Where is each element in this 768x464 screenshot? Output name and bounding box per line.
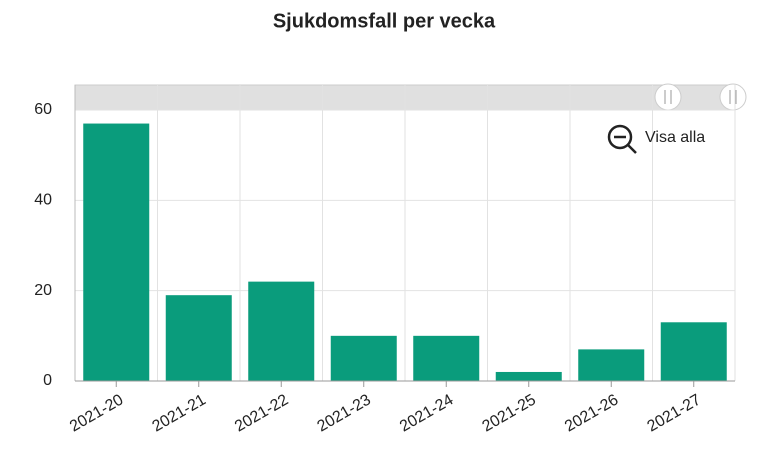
- reset-zoom-button[interactable]: Visa alla: [607, 124, 705, 154]
- bar: [413, 335, 480, 381]
- zoom-icon: [607, 124, 633, 150]
- handle-grip: [729, 90, 737, 104]
- handle-grip: [664, 90, 672, 104]
- x-tick-label: 2021-23: [315, 391, 374, 435]
- bar: [165, 295, 232, 381]
- x-tick-label: 2021-20: [67, 391, 126, 435]
- bar: [660, 322, 727, 381]
- scroll-handle[interactable]: [654, 83, 682, 111]
- zoom-icon: [614, 135, 637, 154]
- x-tick-label: 2021-27: [645, 391, 704, 435]
- x-tick-label: 2021-26: [562, 391, 621, 435]
- bar: [83, 123, 150, 382]
- y-tick-label: 60: [34, 101, 52, 118]
- x-tick-label: 2021-25: [480, 391, 539, 435]
- chart-title: Sjukdomsfall per vecka: [273, 10, 496, 32]
- button-label[interactable]: Visa alla: [645, 129, 705, 146]
- bar: [578, 349, 645, 381]
- y-tick-label: 20: [34, 282, 52, 299]
- x-tick-label: 2021-21: [150, 391, 209, 435]
- x-tick-label: 2021-24: [397, 391, 456, 435]
- bar: [495, 371, 562, 381]
- y-tick-label: 0: [43, 372, 52, 389]
- bar: [330, 335, 397, 381]
- y-tick-label: 40: [34, 192, 52, 209]
- bar: [248, 281, 315, 381]
- x-tick-label: 2021-22: [232, 391, 291, 435]
- scroll-handle[interactable]: [719, 83, 747, 111]
